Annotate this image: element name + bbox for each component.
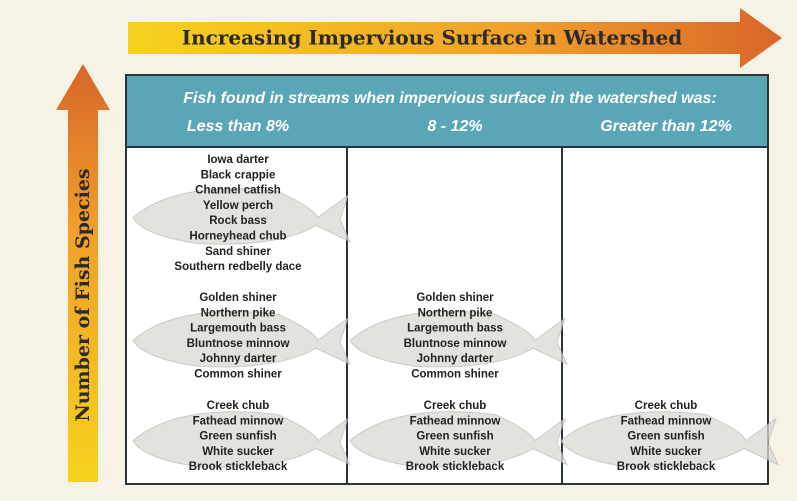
species-name: Bluntnose minnow	[404, 338, 507, 350]
fish-illustration	[132, 411, 352, 468]
species-name: Horneyhead chub	[189, 231, 286, 243]
species-name: Fathead minnow	[410, 415, 501, 427]
species-name: Common shiner	[194, 369, 282, 381]
column-label: Greater than 12%	[600, 118, 732, 135]
species-name: White sucker	[630, 446, 702, 458]
species-name: Brook stickleback	[189, 461, 288, 473]
species-name: Channel catfish	[195, 185, 281, 197]
table-body: Less than 8% Iowa darter Black crappie Chan…	[132, 118, 780, 473]
species-name: Green sunfish	[199, 431, 276, 443]
fish-illustration	[349, 310, 569, 368]
species-name: White sucker	[419, 446, 491, 458]
species-name: Iowa darter	[207, 154, 269, 166]
species-name: Golden shiner	[416, 292, 494, 304]
species-name: Sand shiner	[205, 246, 271, 258]
species-name: Green sunfish	[416, 431, 493, 443]
fish-illustration	[560, 411, 780, 468]
species-name: Green sunfish	[627, 431, 704, 443]
fish-illustration	[132, 310, 352, 368]
table-caption: Fish found in streams when impervious su…	[183, 90, 716, 107]
species-name: Creek chub	[424, 400, 487, 412]
fish-illustration	[349, 411, 569, 468]
table-header	[127, 76, 767, 147]
species-name: Fathead minnow	[621, 415, 712, 427]
species-name: Bluntnose minnow	[187, 338, 290, 350]
x-arrow	[128, 8, 782, 68]
y-arrow-label: Number of Fish Species	[72, 168, 94, 421]
species-name: Southern redbelly dace	[174, 261, 301, 273]
species-name: Brook stickleback	[406, 461, 505, 473]
species-name: Brook stickleback	[617, 461, 716, 473]
x-arrow-label: Increasing Impervious Surface in Watersh…	[182, 26, 682, 50]
fish-illustration	[132, 188, 352, 245]
species-name: Johnny darter	[200, 353, 277, 365]
species-name: Johnny darter	[417, 353, 494, 365]
species-name: White sucker	[202, 446, 274, 458]
species-name: Golden shiner	[199, 292, 277, 304]
species-name: Yellow perch	[203, 200, 273, 212]
column-label: Less than 8%	[187, 118, 289, 135]
species-name: Fathead minnow	[193, 415, 284, 427]
species-name: Largemouth bass	[190, 323, 286, 335]
species-name: Rock bass	[209, 215, 267, 227]
species-name: Northern pike	[201, 307, 276, 319]
species-name: Northern pike	[418, 307, 493, 319]
species-name: Creek chub	[635, 400, 698, 412]
species-name: Creek chub	[207, 400, 270, 412]
y-arrow	[56, 64, 110, 482]
species-name: Common shiner	[411, 369, 499, 381]
species-name: Largemouth bass	[407, 323, 503, 335]
column-label: 8 - 12%	[427, 118, 482, 135]
species-name: Black crappie	[201, 169, 276, 181]
